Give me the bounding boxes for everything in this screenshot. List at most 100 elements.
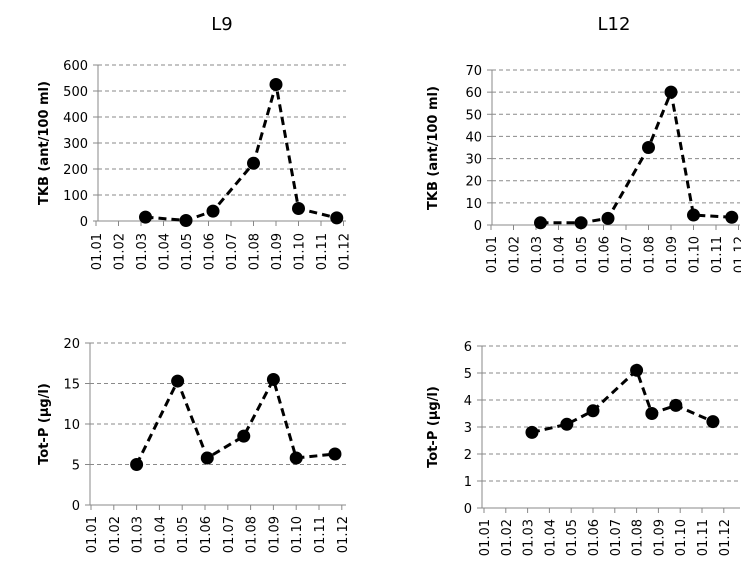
- x-tick-label: 01.09: [267, 516, 282, 553]
- data-point: [664, 85, 678, 99]
- x-tick-label: 01.09: [270, 233, 285, 270]
- x-tick-label: 01.03: [131, 516, 146, 553]
- x-tick-label: 01.02: [113, 233, 128, 270]
- x-tick-label: 01.04: [158, 233, 173, 270]
- y-axis-label: TKB (ant/100 ml): [37, 81, 52, 205]
- x-tick-label: 01.04: [543, 519, 558, 556]
- x-tick-label: 01.08: [245, 516, 260, 553]
- x-tick-label: 01.03: [135, 233, 150, 270]
- x-tick-label: 01.12: [718, 519, 733, 556]
- x-tick-label: 01.08: [631, 519, 646, 556]
- y-tick-label: 50: [465, 108, 482, 123]
- chart-title: L9: [211, 14, 232, 35]
- y-axis-label: TKB (ant/100 ml): [426, 86, 441, 210]
- x-tick-label: 01.02: [500, 519, 515, 556]
- data-point: [725, 210, 739, 224]
- data-point: [247, 156, 260, 170]
- x-tick-label: 01.06: [598, 236, 613, 273]
- y-tick-label: 500: [63, 85, 88, 100]
- data-point: [130, 458, 144, 471]
- data-point: [200, 451, 214, 465]
- y-tick-label: 20: [63, 337, 80, 352]
- x-tick-label: 01.09: [652, 519, 667, 556]
- x-tick-label: 01.08: [248, 233, 263, 270]
- x-tick-label: 01.08: [643, 236, 658, 273]
- x-tick-label: 01.05: [176, 516, 191, 553]
- data-point: [574, 216, 588, 230]
- y-tick-label: 70: [465, 64, 482, 79]
- x-tick-label: 01.12: [733, 236, 741, 273]
- x-tick-label: 01.07: [609, 519, 624, 556]
- y-tick-label: 60: [465, 86, 482, 101]
- data-point: [328, 447, 342, 461]
- x-tick-label: 01.12: [338, 233, 353, 270]
- chart-title: L12: [598, 14, 631, 35]
- data-point: [330, 211, 344, 225]
- y-tick-label: 100: [63, 189, 88, 204]
- data-point: [269, 78, 283, 91]
- x-tick-label: 01.01: [485, 236, 500, 273]
- y-tick-label: 15: [63, 378, 80, 393]
- y-tick-label: 400: [63, 111, 88, 126]
- y-axis-label: Tot-P (µg/l): [426, 386, 441, 468]
- chart-panel-2: L12 TKB (ant/100 ml) 0 10 20 30 40 50 60 70 01.01 0…: [426, 14, 741, 273]
- data-point: [525, 425, 539, 439]
- x-tick-label: 01.07: [620, 236, 635, 273]
- x-tick-label: 01.09: [665, 236, 680, 273]
- y-tick-label: 10: [63, 418, 80, 433]
- x-tick-label: 01.04: [153, 516, 168, 553]
- x-tick-label: 01.11: [313, 516, 328, 553]
- data-point: [560, 417, 574, 431]
- y-tick-label: 3: [464, 421, 472, 436]
- x-tick-label: 01.06: [203, 233, 218, 270]
- series-line: [531, 367, 714, 434]
- y-tick-label: 5: [464, 367, 472, 382]
- y-tick-label: 20: [465, 175, 482, 190]
- chart-panel-1: L9 TKB (ant/100 ml) 0 100 200 300 400 500 600 01.…: [37, 14, 353, 270]
- x-tick-label: 01.11: [315, 233, 330, 270]
- data-point: [289, 451, 303, 465]
- y-tick-label: 6: [464, 340, 472, 355]
- x-tick-label: 01.10: [290, 516, 305, 553]
- x-tick-label: 01.12: [336, 516, 351, 553]
- x-tick-label: 01.07: [222, 516, 237, 553]
- chart-panel-3: Tot-P (µg/l) 0 5 10 15 20 01.01 01.02 01.03 01.04…: [37, 337, 351, 553]
- y-tick-label: 10: [465, 197, 482, 212]
- y-tick-label: 1: [464, 475, 472, 490]
- y-tick-label: 0: [80, 215, 88, 230]
- x-tick-label: 01.05: [180, 233, 195, 270]
- x-tick-label: 01.01: [90, 233, 105, 270]
- data-point: [266, 372, 280, 386]
- x-tick-label: 01.01: [85, 516, 100, 553]
- x-tick-label: 01.11: [710, 236, 725, 273]
- x-tick-label: 01.05: [565, 519, 580, 556]
- x-tick-label: 01.07: [225, 233, 240, 270]
- y-tick-label: 30: [465, 153, 482, 168]
- x-tick-label: 01.04: [553, 236, 568, 273]
- data-point: [171, 374, 185, 388]
- y-tick-label: 0: [464, 502, 472, 517]
- data-point: [534, 216, 547, 230]
- x-tick-label: 01.11: [696, 519, 711, 556]
- x-tick-label: 01.06: [199, 516, 214, 553]
- data-point: [139, 210, 152, 224]
- series-line: [135, 375, 336, 466]
- x-tick-label: 01.10: [674, 519, 689, 556]
- y-tick-label: 300: [63, 137, 88, 152]
- y-tick-label: 2: [464, 448, 472, 463]
- x-tick-label: 01.10: [688, 236, 703, 273]
- chart-panel-4: Tot-P (µg/l) 0 1 2 3 4 5 6 01.01 01.02 01.03 01.04 0…: [426, 340, 740, 556]
- data-point: [687, 208, 700, 222]
- data-point: [630, 363, 644, 377]
- data-point: [179, 213, 193, 227]
- series-line: [145, 84, 338, 223]
- y-tick-label: 600: [63, 59, 88, 74]
- y-tick-label: 5: [72, 459, 80, 474]
- x-tick-label: 01.02: [508, 236, 523, 273]
- data-point: [206, 204, 220, 218]
- y-tick-label: 0: [474, 219, 482, 234]
- x-tick-label: 01.10: [293, 233, 308, 270]
- y-tick-label: 4: [464, 394, 472, 409]
- data-point: [586, 404, 600, 418]
